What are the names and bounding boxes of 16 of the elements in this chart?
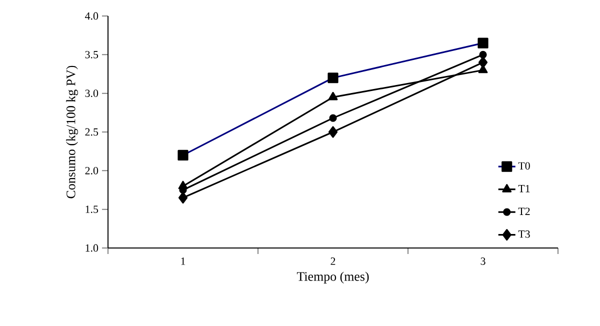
legend-label: T0 (518, 162, 530, 170)
x-tick-label: 3 (480, 258, 486, 265)
y-axis-title: Consumo (kg/100 kg PV) (66, 66, 78, 198)
x-tick-label: 1 (181, 258, 186, 265)
y-tick-label: 2.5 (85, 128, 98, 136)
legend-label: T1 (518, 184, 530, 192)
y-tick-label: 1.5 (86, 206, 98, 214)
y-tick-label: 3.5 (85, 50, 98, 58)
x-tick-label: 2 (330, 258, 336, 265)
legend-label: T3 (518, 230, 530, 238)
y-tick-label: 4.0 (85, 12, 98, 20)
y-tick-label: 1.0 (86, 244, 98, 252)
y-tick-label: 3.0 (85, 90, 98, 98)
y-tick-label: 2.0 (85, 166, 98, 174)
legend-label: T2 (518, 208, 530, 215)
x-axis-title: Tiempo (mes) (296, 272, 369, 284)
